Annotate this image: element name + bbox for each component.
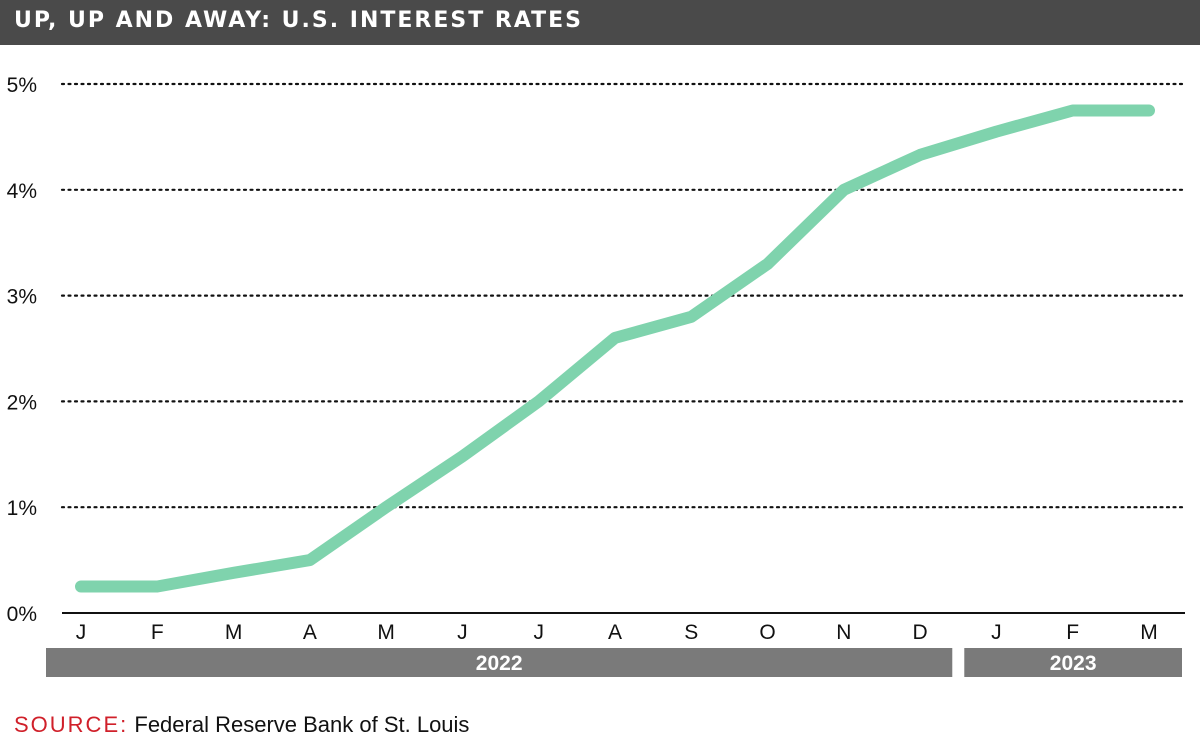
y-tick-label: 0% xyxy=(7,603,37,626)
series-group xyxy=(75,104,1155,593)
x-tick-label: A xyxy=(608,621,622,644)
year-label: 2023 xyxy=(1050,652,1097,675)
y-tick-label: 2% xyxy=(7,391,37,414)
y-tick-label: 5% xyxy=(7,74,37,97)
line-chart: 0% 1% 2% 3% 4% 5% J F M A M J J A S O N D J F M 2022 2023 xyxy=(7,74,1187,677)
y-tick-label: 3% xyxy=(7,286,37,309)
y-axis: 0% 1% 2% 3% 4% 5% xyxy=(7,74,37,626)
source-label: SOURCE: xyxy=(14,712,129,737)
x-tick-label: F xyxy=(151,621,164,644)
year-band xyxy=(46,648,953,677)
x-tick-label: S xyxy=(684,621,698,644)
x-tick-label: O xyxy=(759,621,775,644)
year-band xyxy=(964,648,1182,677)
title-bar: UP, UP AND AWAY: U.S. INTEREST RATES xyxy=(0,0,1200,45)
x-tick-label: J xyxy=(457,621,468,644)
x-tick-label: D xyxy=(913,621,928,644)
x-tick-label: J xyxy=(76,621,87,644)
year-label: 2022 xyxy=(476,652,523,675)
x-tick-label: M xyxy=(225,621,243,644)
source-note: SOURCE: Federal Reserve Bank of St. Loui… xyxy=(14,712,469,738)
x-tick-label: F xyxy=(1066,621,1079,644)
gridlines xyxy=(60,82,1187,509)
y-tick-label: 4% xyxy=(7,180,37,203)
series-line xyxy=(75,104,1155,593)
x-tick-label: A xyxy=(303,621,317,644)
year-bands: 2022 2023 xyxy=(46,648,1182,677)
x-tick-label: N xyxy=(836,621,851,644)
x-tick-label: J xyxy=(991,621,1002,644)
chart-title: UP, UP AND AWAY: U.S. INTEREST RATES xyxy=(14,8,584,33)
y-tick-label: 1% xyxy=(7,497,37,520)
x-tick-label: M xyxy=(1140,621,1158,644)
x-tick-label: J xyxy=(533,621,544,644)
source-text: Federal Reserve Bank of St. Louis xyxy=(134,712,470,737)
x-tick-label: M xyxy=(377,621,395,644)
